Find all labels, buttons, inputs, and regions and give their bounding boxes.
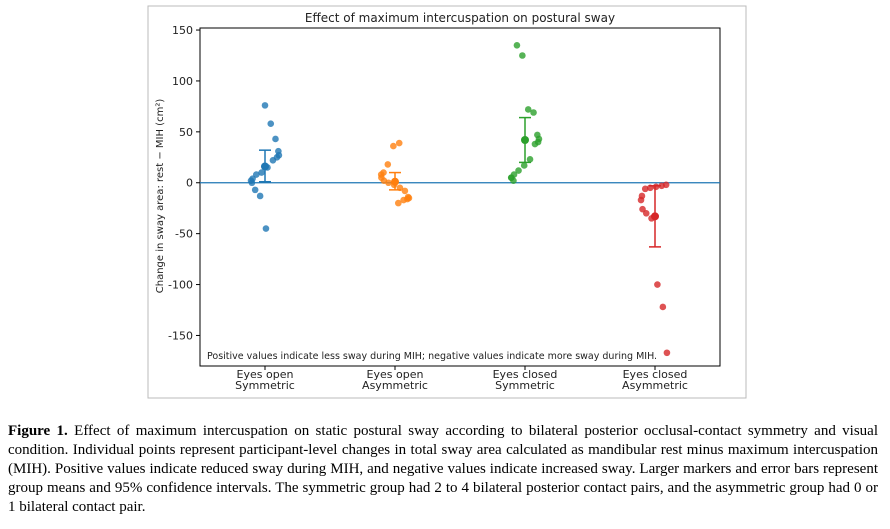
data-point: [654, 281, 661, 288]
data-point: [524, 106, 532, 113]
y-tick-label: -100: [168, 279, 193, 292]
mean-marker: [391, 177, 399, 186]
data-point: [526, 156, 534, 163]
data-point: [251, 186, 259, 194]
y-axis-label: Change in sway area: rest − MIH (cm²): [155, 99, 166, 294]
y-tick-label: -150: [168, 329, 193, 342]
annotation: Positive values indicate less sway durin…: [207, 351, 657, 362]
data-point: [520, 162, 528, 169]
data-point: [269, 157, 277, 164]
y-tick-label: 150: [172, 24, 193, 37]
data-point: [513, 42, 521, 49]
data-point: [510, 177, 517, 185]
caption-label: Figure 1.: [8, 423, 68, 439]
data-point: [663, 349, 671, 357]
x-tick-label: Eyes open Symmetric: [235, 368, 295, 392]
data-point: [267, 120, 275, 127]
mean-marker: [261, 162, 269, 171]
data-point: [658, 182, 665, 190]
plot-area: [199, 27, 721, 367]
data-point: [637, 196, 645, 204]
data-point: [395, 199, 402, 207]
data-point: [256, 192, 264, 200]
x-tick-label: Eyes closed Symmetric: [493, 368, 558, 392]
data-point: [258, 169, 265, 176]
data-point: [400, 196, 407, 204]
mean-marker: [651, 212, 659, 221]
chart-title: Effect of maximum intercuspation on post…: [305, 11, 615, 25]
x-tick-label: Eyes closed Asymmetric: [622, 368, 688, 392]
x-tick-label: Eyes open Asymmetric: [362, 368, 428, 392]
data-point: [515, 167, 522, 174]
figure-frame: [147, 5, 747, 399]
data-point: [530, 109, 537, 116]
data-point: [652, 183, 660, 191]
data-point: [395, 139, 403, 147]
data-point: [390, 142, 397, 150]
caption-text: Effect of maximum intercuspation on stat…: [8, 423, 879, 515]
data-point: [641, 185, 649, 193]
data-point: [248, 179, 256, 187]
data-point: [531, 140, 539, 148]
y-tick-label: 50: [179, 126, 193, 139]
data-point: [385, 179, 392, 187]
mean-marker: [521, 135, 529, 144]
data-point: [262, 225, 270, 232]
data-point: [401, 187, 409, 195]
data-point: [659, 303, 667, 311]
caption: Figure 1. Effect of maximum intercuspati…: [8, 422, 878, 517]
data-point: [384, 161, 392, 168]
data-point: [519, 52, 526, 59]
figure: Effect of maximum intercuspation on post…: [147, 5, 747, 399]
y-tick-label: -50: [175, 228, 193, 241]
data-point: [272, 135, 279, 143]
data-point: [642, 209, 650, 217]
data-point: [261, 102, 269, 109]
y-tick-label: 100: [172, 75, 193, 88]
y-tick-label: 0: [186, 177, 193, 190]
